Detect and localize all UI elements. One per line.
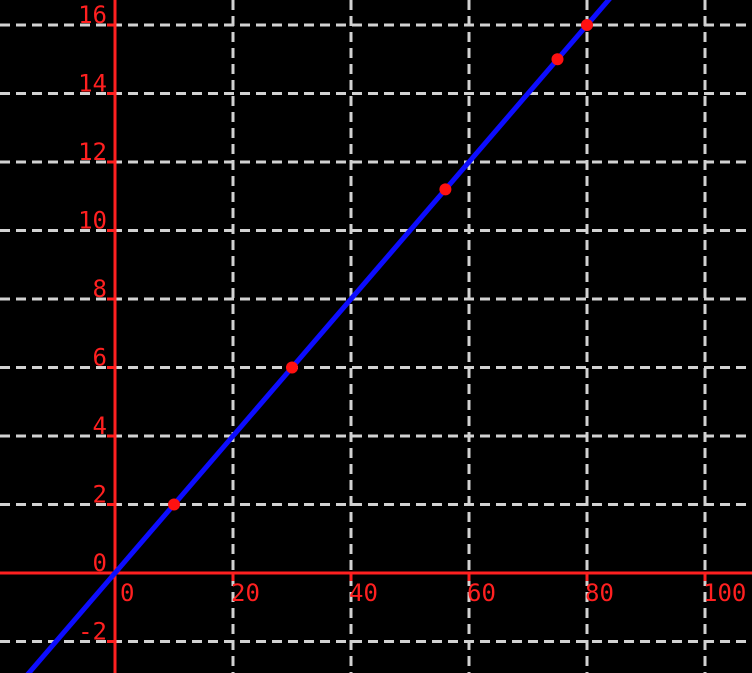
y-tick-label: 4: [93, 412, 107, 440]
y-tick-label: 0: [93, 549, 107, 577]
y-tick-label: 12: [78, 138, 107, 166]
y-tick-label: 2: [93, 481, 107, 509]
x-tick-label: 40: [349, 579, 378, 607]
y-tick-label: 6: [93, 344, 107, 372]
x-tick-label: 100: [703, 579, 746, 607]
y-tick-label: -2: [78, 618, 107, 646]
data-point: [551, 53, 564, 66]
y-tick-label: 16: [78, 1, 107, 29]
data-point: [286, 361, 298, 374]
x-tick-label: 20: [231, 579, 260, 607]
x-tick-label: 60: [467, 579, 496, 607]
y-tick-label: 10: [78, 207, 107, 235]
data-point: [168, 498, 180, 511]
data-point: [581, 19, 593, 31]
x-tick-label: 0: [120, 579, 134, 607]
x-tick-label: 80: [585, 579, 614, 607]
y-tick-label: 14: [78, 70, 107, 98]
data-point: [439, 183, 452, 196]
y-tick-label: 8: [93, 275, 107, 303]
